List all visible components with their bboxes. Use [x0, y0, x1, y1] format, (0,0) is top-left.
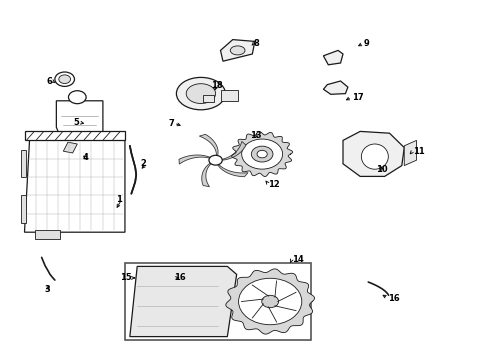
Bar [220, 90, 238, 101]
Text: 4: 4 [83, 153, 89, 162]
Bar [21, 150, 26, 177]
Polygon shape [202, 163, 211, 187]
Text: 13: 13 [250, 130, 262, 139]
Polygon shape [179, 155, 211, 164]
Circle shape [209, 155, 222, 165]
Circle shape [262, 295, 279, 308]
Ellipse shape [176, 77, 225, 110]
Polygon shape [218, 164, 248, 177]
Polygon shape [24, 140, 125, 232]
Bar [34, 230, 60, 239]
Polygon shape [226, 269, 315, 334]
Ellipse shape [186, 84, 216, 104]
Circle shape [239, 278, 302, 325]
Polygon shape [130, 266, 237, 337]
Bar [203, 95, 214, 102]
Bar [21, 195, 26, 223]
Polygon shape [323, 50, 343, 65]
Text: 1: 1 [116, 195, 122, 204]
Text: 7: 7 [168, 118, 174, 127]
Polygon shape [343, 131, 404, 176]
Bar [125, 263, 311, 340]
Polygon shape [323, 81, 348, 94]
Polygon shape [199, 134, 218, 156]
Text: 15: 15 [120, 274, 131, 282]
Ellipse shape [230, 46, 245, 55]
Circle shape [69, 91, 86, 104]
Text: 10: 10 [376, 165, 388, 174]
Ellipse shape [361, 144, 388, 169]
Polygon shape [63, 142, 77, 153]
Text: 5: 5 [74, 118, 79, 127]
Polygon shape [404, 140, 416, 166]
Text: 16: 16 [388, 294, 400, 302]
Text: 9: 9 [364, 39, 369, 48]
Text: 11: 11 [413, 147, 424, 156]
Polygon shape [56, 101, 103, 139]
Text: 14: 14 [292, 256, 303, 264]
Text: 8: 8 [254, 39, 260, 48]
Polygon shape [222, 141, 246, 160]
Circle shape [242, 139, 283, 169]
Text: 17: 17 [352, 93, 364, 102]
Circle shape [59, 75, 71, 84]
Bar [24, 131, 125, 140]
Circle shape [55, 72, 74, 86]
Text: 12: 12 [269, 180, 280, 189]
Circle shape [257, 150, 267, 158]
Circle shape [251, 146, 273, 162]
Text: 16: 16 [174, 274, 186, 282]
Text: 2: 2 [140, 159, 146, 168]
Text: 6: 6 [47, 77, 52, 85]
Text: 18: 18 [211, 81, 222, 90]
Polygon shape [232, 132, 293, 176]
Polygon shape [220, 40, 255, 61]
Text: 3: 3 [45, 285, 50, 294]
